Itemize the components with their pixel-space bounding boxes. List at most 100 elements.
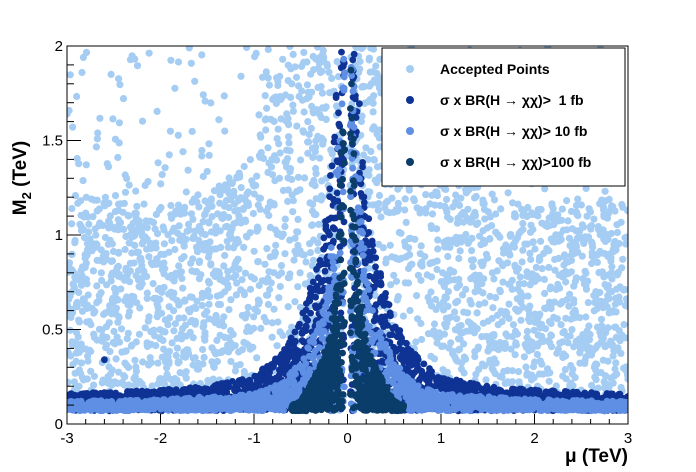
scatter-point: [367, 249, 374, 256]
scatter-point: [354, 69, 363, 77]
scatter-point: [264, 300, 272, 309]
scatter-point: [240, 367, 248, 376]
scatter-point: [290, 341, 297, 349]
scatter-point: [260, 313, 268, 322]
scatter-point: [612, 285, 621, 293]
scatter-point: [600, 206, 608, 214]
scatter-point: [224, 348, 233, 356]
scatter-point: [359, 163, 366, 171]
scatter-point: [274, 81, 282, 90]
scatter-point: [281, 366, 289, 374]
scatter-point: [131, 356, 139, 364]
scatter-point: [566, 290, 574, 298]
scatter-point: [500, 249, 508, 257]
scatter-point: [201, 329, 209, 337]
scatter-point: [192, 384, 199, 391]
scatter-point: [457, 238, 465, 246]
scatter-point: [529, 238, 537, 246]
scatter-point: [120, 225, 128, 233]
scatter-point: [171, 320, 179, 328]
scatter-point: [488, 314, 496, 323]
scatter-point: [480, 239, 489, 247]
scatter-point: [562, 375, 570, 383]
scatter-point: [326, 185, 334, 193]
scatter-point: [528, 371, 536, 379]
scatter-point: [293, 122, 301, 130]
scatter-point: [367, 147, 375, 156]
scatter-point: [216, 191, 224, 199]
scatter-point: [205, 219, 213, 227]
scatter-point: [364, 188, 372, 196]
scatter-point: [296, 186, 304, 194]
scatter-point: [265, 268, 273, 276]
scatter-point: [90, 330, 98, 338]
scatter-point: [538, 332, 546, 340]
scatter-point: [311, 148, 319, 156]
scatter-point: [570, 343, 578, 351]
scatter-point: [573, 211, 581, 219]
scatter-point: [141, 324, 149, 332]
scatter-point: [532, 272, 540, 280]
scatter-point: [486, 235, 494, 243]
scatter-point: [161, 328, 169, 336]
scatter-point: [297, 156, 305, 164]
scatter-point: [597, 297, 605, 305]
scatter-point: [545, 247, 553, 255]
scatter-point: [506, 231, 514, 239]
scatter-point: [482, 332, 490, 341]
scatter-point: [193, 365, 201, 373]
scatter-point: [309, 256, 318, 264]
scatter-point: [334, 73, 343, 81]
scatter-point: [423, 271, 431, 279]
scatter-point: [361, 213, 369, 221]
scatter-point: [246, 229, 254, 237]
scatter-point: [205, 140, 213, 148]
scatter-point: [412, 338, 420, 346]
scatter-point: [306, 295, 313, 303]
scatter-point: [356, 100, 363, 108]
scatter-point: [83, 318, 91, 326]
scatter-point: [545, 263, 553, 272]
scatter-point: [170, 380, 178, 388]
scatter-point: [256, 131, 264, 139]
scatter-point: [619, 255, 627, 263]
scatter-point: [199, 172, 207, 181]
scatter-point: [286, 236, 294, 244]
scatter-point: [551, 266, 559, 274]
scatter-point: [152, 239, 160, 247]
scatter-point: [80, 213, 88, 221]
scatter-point: [143, 245, 151, 253]
scatter-point: [603, 214, 612, 222]
scatter-point: [283, 110, 291, 118]
scatter-point: [507, 345, 515, 353]
scatter-point: [462, 285, 470, 293]
scatter-point: [246, 285, 255, 293]
scatter-point: [67, 265, 76, 274]
scatter-point: [301, 174, 309, 182]
scatter-point: [372, 263, 379, 271]
scatter-point: [312, 304, 320, 312]
scatter-point: [386, 309, 394, 317]
scatter-point: [410, 195, 418, 203]
scatter-point: [563, 197, 571, 205]
scatter-point: [286, 270, 294, 278]
scatter-point: [235, 379, 243, 387]
scatter-point: [138, 240, 146, 248]
scatter-point: [490, 196, 499, 204]
scatter-point: [486, 292, 494, 300]
scatter-point: [426, 298, 434, 306]
scatter-point: [309, 153, 317, 162]
scatter-point: [262, 115, 270, 123]
scatter-point: [165, 347, 174, 355]
scatter-point: [307, 290, 314, 297]
scatter-point: [207, 228, 216, 236]
scatter-point: [418, 335, 426, 344]
scatter-point: [620, 321, 628, 329]
scatter-point: [79, 345, 87, 353]
scatter-point: [328, 74, 336, 82]
scatter-point: [561, 366, 569, 374]
scatter-point: [317, 192, 326, 200]
scatter-point: [159, 223, 167, 231]
scatter-point: [179, 284, 187, 292]
scatter-point: [541, 185, 549, 193]
